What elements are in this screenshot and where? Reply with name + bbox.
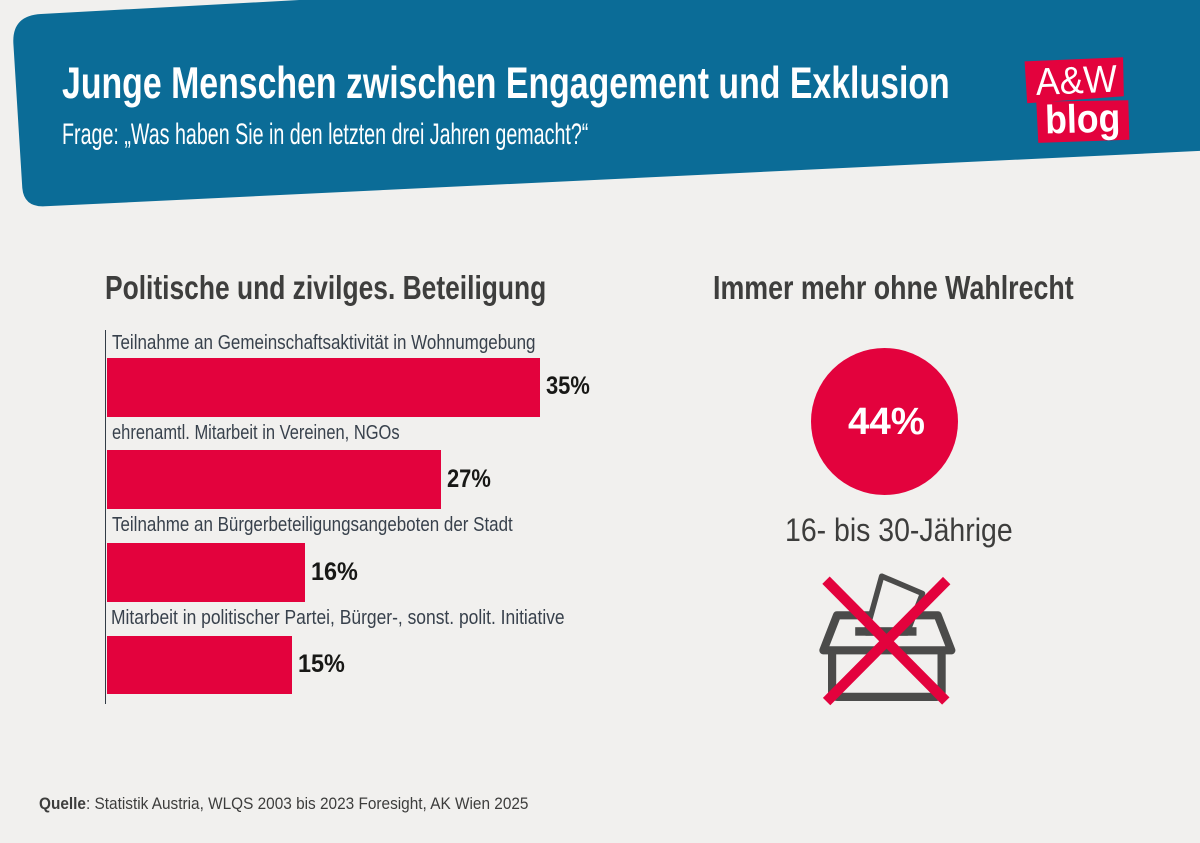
svg-text:A&W: A&W <box>1035 56 1118 103</box>
svg-text:blog: blog <box>1045 97 1121 143</box>
